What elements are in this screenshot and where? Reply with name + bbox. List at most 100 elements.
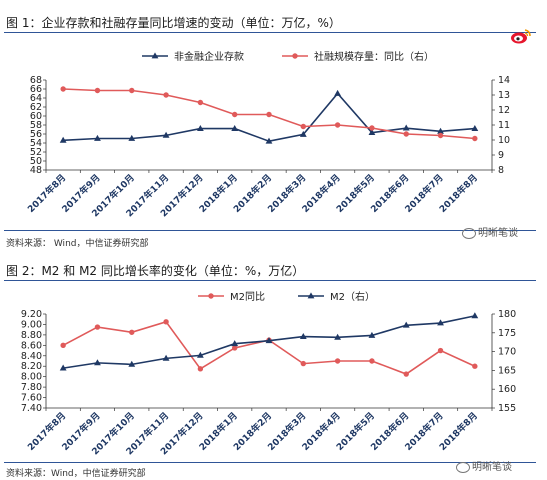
chart-1: 68666462605856545250481413121110982017年8… xyxy=(25,50,510,219)
data-point-series-1 xyxy=(196,351,204,358)
data-point-series-1 xyxy=(334,333,342,340)
y-left-tick-label: 68 xyxy=(30,75,42,86)
data-point-series-0 xyxy=(163,319,169,325)
data-point-series-0 xyxy=(471,125,479,131)
data-point-series-0 xyxy=(402,124,410,131)
y-right-tick-label: 12 xyxy=(498,105,510,116)
data-point-series-1 xyxy=(266,111,272,118)
chart-2: 9.209.008.808.608.408.208.007.807.607.40… xyxy=(21,290,516,457)
data-point-series-0 xyxy=(437,127,444,134)
y-left-tick-label: 8.40 xyxy=(21,351,42,362)
data-point-series-0 xyxy=(300,360,307,367)
y-right-tick-label: 11 xyxy=(498,120,510,131)
y-left-tick-label: 7.60 xyxy=(21,393,42,404)
data-point-series-1 xyxy=(162,354,170,361)
data-point-series-1 xyxy=(403,131,409,137)
data-point-series-1 xyxy=(368,331,376,338)
data-point-series-1 xyxy=(300,123,307,130)
y-right-tick-label: 160 xyxy=(498,384,516,395)
data-point-series-0 xyxy=(162,131,170,138)
data-point-series-0 xyxy=(472,363,478,369)
data-point-series-0 xyxy=(59,136,67,143)
data-point-series-0 xyxy=(368,129,376,136)
y-right-tick-label: 165 xyxy=(498,365,516,376)
y-left-tick-label: 8.80 xyxy=(21,330,42,341)
series-line-0 xyxy=(62,320,476,375)
legend-marker-1 xyxy=(307,292,315,299)
legend-marker-0 xyxy=(151,52,159,59)
data-point-series-0 xyxy=(197,366,204,372)
weibo-logo-icon xyxy=(510,28,532,44)
figure-2-title-rule xyxy=(4,280,536,281)
data-point-series-0 xyxy=(60,342,66,349)
y-left-tick-label: 48 xyxy=(30,165,42,176)
y-left-tick-label: 52 xyxy=(30,147,42,158)
data-point-series-1 xyxy=(94,87,101,94)
data-point-series-0 xyxy=(231,345,238,351)
data-point-series-0 xyxy=(129,329,135,335)
y-right-tick-label: 155 xyxy=(498,403,516,414)
data-point-series-1 xyxy=(128,360,136,367)
figure-2-watermark: 明晰笔谈 xyxy=(456,458,512,473)
data-point-series-1 xyxy=(163,92,169,98)
y-left-tick-label: 7.40 xyxy=(21,403,42,414)
data-point-series-0 xyxy=(299,130,307,137)
y-left-tick-label: 8.20 xyxy=(21,361,42,372)
data-point-series-0 xyxy=(94,324,101,330)
data-point-series-1 xyxy=(94,359,101,366)
legend-marker-0 xyxy=(208,293,214,299)
figure-1-title-rule xyxy=(4,32,536,33)
data-point-series-1 xyxy=(231,340,239,347)
data-point-series-1 xyxy=(60,86,66,92)
data-point-series-1 xyxy=(299,332,307,339)
legend-label-0: M2同比 xyxy=(230,291,265,303)
y-left-tick-label: 62 xyxy=(30,102,42,113)
data-point-series-1 xyxy=(437,132,444,139)
y-right-tick-label: 180 xyxy=(498,309,516,320)
y-left-tick-label: 66 xyxy=(30,84,42,95)
figure-2-watermark-text: 明晰笔谈 xyxy=(472,462,512,473)
figure-2-title: 图 2：M2 和 M2 同比增长率的变化（单位：%，万亿） xyxy=(6,264,305,278)
figure-2-source-rule xyxy=(4,462,536,463)
data-point-series-1 xyxy=(472,135,478,142)
data-point-series-0 xyxy=(231,125,239,131)
wechat-icon xyxy=(456,461,470,473)
data-point-series-1 xyxy=(437,319,444,326)
figure-1-source: 资料来源： Wind，中信证券研究部 xyxy=(6,239,149,249)
data-point-series-1 xyxy=(197,99,204,106)
y-left-tick-label: 54 xyxy=(30,138,42,149)
y-right-tick-label: 10 xyxy=(498,135,510,146)
data-point-series-1 xyxy=(129,87,135,94)
data-point-series-1 xyxy=(231,111,238,118)
data-point-series-1 xyxy=(402,321,410,328)
data-point-series-1 xyxy=(334,122,341,128)
data-point-series-0 xyxy=(437,347,444,354)
top-cropped-edge xyxy=(0,0,547,4)
data-point-series-0 xyxy=(369,358,375,364)
y-left-tick-label: 64 xyxy=(30,93,42,104)
y-left-tick-label: 9.20 xyxy=(21,309,42,320)
figure-1-source-rule xyxy=(4,230,536,231)
figure-2-source: 资料来源：Wind，中信证券研究部 xyxy=(6,469,146,479)
data-point-series-0 xyxy=(94,134,101,141)
y-right-tick-label: 175 xyxy=(498,328,516,339)
y-left-tick-label: 56 xyxy=(30,129,42,140)
data-point-series-1 xyxy=(369,125,375,131)
legend-label-1: M2（右） xyxy=(330,290,375,303)
data-point-series-0 xyxy=(265,137,273,144)
y-left-tick-label: 8.00 xyxy=(21,372,42,383)
y-right-tick-label: 13 xyxy=(498,90,510,101)
y-left-tick-label: 8.60 xyxy=(21,340,42,351)
legend-marker-1 xyxy=(292,53,298,59)
data-point-series-0 xyxy=(196,125,204,131)
data-point-series-1 xyxy=(265,337,273,344)
data-point-series-1 xyxy=(59,364,67,371)
y-right-tick-label: 9 xyxy=(498,150,504,161)
y-left-tick-label: 50 xyxy=(30,156,42,167)
y-right-tick-label: 14 xyxy=(498,75,510,86)
data-point-series-0 xyxy=(128,134,136,141)
y-right-tick-label: 170 xyxy=(498,347,516,358)
legend-label-1: 社融规模存量：同比（右） xyxy=(314,50,434,63)
y-left-tick-label: 7.80 xyxy=(21,382,42,393)
data-point-series-0 xyxy=(334,89,342,96)
